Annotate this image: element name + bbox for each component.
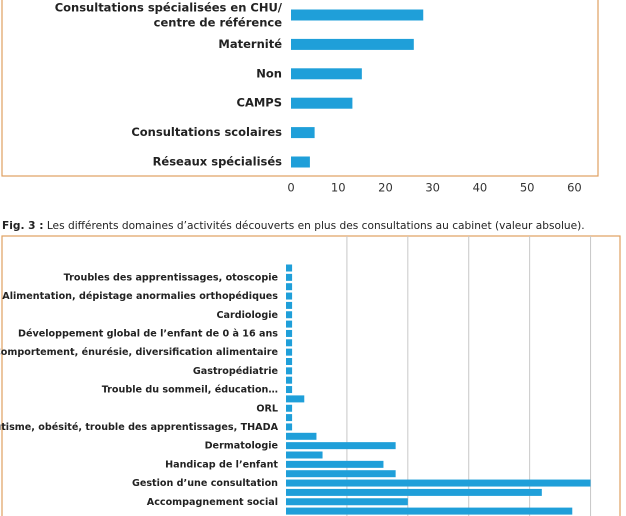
- bar: [286, 386, 293, 394]
- bar: [291, 156, 310, 168]
- bar: [286, 329, 293, 337]
- category-label: Gastropédiatrie: [193, 365, 279, 377]
- bar: [286, 348, 293, 356]
- category-label: Dermatologie: [205, 441, 279, 452]
- bar: [286, 404, 293, 412]
- bar: [286, 273, 293, 281]
- caption-text: Les différents domaines d’activités déco…: [47, 220, 585, 232]
- x-tick-label: 50: [520, 181, 535, 195]
- category-label: ORL: [256, 403, 278, 414]
- chart-frame: [1, 0, 599, 177]
- category-label: Accompagnement social: [147, 497, 278, 508]
- category-label: Non: [256, 66, 282, 80]
- bar: [286, 311, 293, 319]
- bar: [286, 460, 384, 468]
- category-label: Réseaux spécialisés: [153, 155, 283, 169]
- bar: [286, 301, 293, 309]
- bar: [286, 264, 293, 272]
- x-tick-label: 10: [331, 181, 346, 195]
- x-tick-label: 30: [425, 181, 440, 195]
- bar: [286, 442, 396, 450]
- category-label: Maternité: [218, 37, 282, 51]
- bar: [286, 507, 573, 515]
- bar: [286, 498, 408, 506]
- x-tick-label: 20: [378, 181, 393, 195]
- bar: [286, 414, 293, 422]
- chart-frame: [1, 235, 621, 516]
- caption: Fig. 3 : Les différents domaines d’activ…: [2, 220, 585, 232]
- category-label: Comportement, énurésie, diversification …: [0, 346, 278, 358]
- category-label: Troubles des apprentissages, otoscopie: [64, 272, 279, 283]
- category-label: Trouble du sommeil, éducation…: [102, 384, 278, 396]
- category-label: Alimentation, dépistage anormalies ortho…: [2, 290, 278, 302]
- bar: [286, 283, 293, 291]
- bar: [286, 358, 293, 365]
- bar: [286, 423, 293, 431]
- category-label: Handicap de l’enfant: [165, 459, 278, 470]
- x-tick-label: 60: [567, 181, 582, 195]
- category-label: Consultations spécialisées en CHU/centre…: [55, 0, 283, 29]
- x-tick-label: 40: [473, 181, 488, 195]
- bar: [286, 339, 293, 347]
- bar: [291, 97, 353, 109]
- category-label: Développement global de l’enfant de 0 à …: [18, 327, 278, 339]
- x-tick-label: 0: [287, 181, 294, 195]
- category-label: Consultations scolaires: [131, 125, 282, 139]
- bar: [291, 38, 414, 50]
- category-label: Cardiologie: [216, 310, 278, 321]
- category-label: Gestion d’une consultation: [132, 478, 278, 489]
- bar: [286, 376, 293, 384]
- bar: [286, 488, 542, 496]
- bar: [286, 367, 293, 375]
- bar: [286, 320, 293, 328]
- category-label: Autisme, obésité, trouble des apprentiss…: [0, 421, 279, 433]
- caption-label: Fig. 3 :: [2, 220, 43, 232]
- bar: [286, 395, 305, 403]
- bar: [286, 451, 323, 459]
- category-label: CAMPS: [237, 96, 283, 110]
- bar: [286, 432, 317, 440]
- bar: [291, 127, 315, 139]
- bar: [286, 479, 591, 487]
- bar: [291, 68, 362, 80]
- bar: [291, 9, 424, 21]
- bar: [286, 292, 293, 300]
- bar: [286, 470, 396, 478]
